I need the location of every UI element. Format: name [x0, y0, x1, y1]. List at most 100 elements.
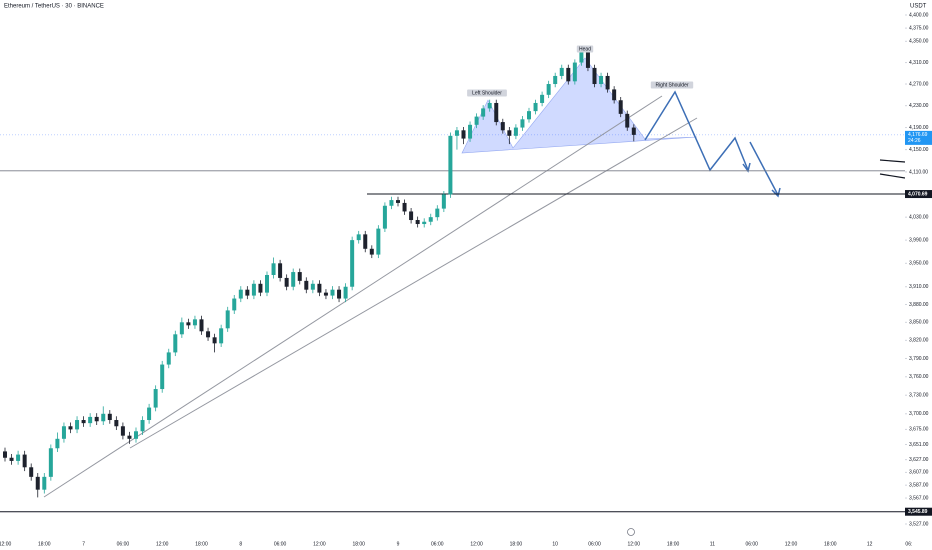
y-tick-label: 4,310.00 — [909, 60, 929, 66]
candle-body — [134, 431, 138, 439]
x-tick-label: 12 — [867, 541, 873, 547]
candle-body — [363, 234, 368, 249]
candle-body — [500, 122, 505, 131]
candle-body — [179, 322, 184, 335]
candle-body — [481, 108, 486, 117]
candle-body — [599, 75, 604, 85]
y-tick-label: 3,627.00 — [909, 457, 929, 463]
y-tick-label: 3,700.00 — [909, 411, 929, 417]
candle-body — [284, 277, 289, 287]
x-tick-label: 06:00 — [431, 541, 444, 547]
y-tick-label: 3,820.00 — [909, 338, 929, 344]
candle-body — [474, 116, 479, 125]
candle-body — [199, 319, 204, 332]
last-price-label: 4,176.69 — [908, 132, 928, 138]
candle-body — [42, 476, 47, 490]
candle-body — [487, 102, 492, 109]
candle-body — [533, 102, 538, 112]
x-tick-label: 7 — [82, 541, 85, 547]
candle-body — [186, 322, 191, 326]
candle-body — [402, 202, 407, 212]
candle-body — [258, 283, 263, 293]
candle-body — [382, 205, 387, 229]
currency-label: USDT — [910, 4, 927, 10]
time-axis — [0, 537, 905, 550]
candle-body — [225, 310, 230, 329]
candle-body — [192, 319, 197, 326]
candle-body — [585, 51, 590, 68]
candle-body — [245, 289, 250, 296]
y-tick-label: 3,567.00 — [909, 495, 929, 501]
x-tick-label: 06:00 — [588, 541, 601, 547]
y-tick-label: 3,790.00 — [909, 356, 929, 362]
trendline — [129, 117, 698, 449]
candle-body — [369, 248, 374, 255]
candle-body — [527, 111, 531, 120]
candle-body — [265, 274, 269, 293]
candle-body — [55, 438, 60, 449]
x-tick-label: 12:00 — [0, 541, 11, 547]
x-tick-label: 06: — [905, 541, 912, 547]
mark-line — [879, 159, 906, 163]
y-tick-label: 4,150.00 — [909, 147, 929, 153]
candle-body — [461, 130, 466, 139]
y-tick-label: 4,230.00 — [909, 103, 929, 109]
candle-body — [81, 420, 86, 424]
candle-body — [553, 75, 558, 85]
candle-body — [232, 298, 237, 311]
candle-body — [48, 448, 53, 477]
candle-body — [75, 420, 80, 430]
candle-body — [94, 416, 99, 422]
price-axis — [905, 0, 932, 550]
x-tick-label: 18:00 — [510, 541, 523, 547]
candle-body — [61, 426, 66, 439]
price-tag — [905, 507, 932, 516]
projection-arrow — [749, 141, 779, 196]
candle-body — [120, 426, 125, 436]
candle-body — [251, 283, 256, 296]
candle-body — [435, 208, 440, 218]
candle-body — [507, 130, 512, 136]
candle-body — [278, 263, 283, 278]
y-tick-label: 3,880.00 — [909, 302, 929, 308]
x-tick-label: 12:00 — [156, 541, 169, 547]
candle-body — [618, 100, 623, 114]
goto-icon[interactable] — [627, 528, 635, 536]
candle-body — [546, 84, 551, 95]
x-tick-label: 11 — [710, 541, 715, 547]
candle-body — [297, 272, 302, 281]
x-tick-label: 12:00 — [628, 541, 641, 547]
candle-body — [29, 467, 34, 477]
y-tick-label: 3,587.00 — [909, 483, 929, 489]
mark-line — [879, 173, 906, 179]
arrow-head — [771, 187, 781, 198]
price-tag-label: 4,070.69 — [908, 191, 928, 197]
y-tick-label: 3,607.00 — [909, 470, 929, 476]
candle-body — [88, 416, 93, 424]
x-tick-label: 12:00 — [313, 541, 326, 547]
y-tick-label: 3,950.00 — [909, 261, 929, 267]
x-tick-label: 8 — [239, 541, 242, 547]
candle-body — [343, 286, 348, 299]
annotation-box — [650, 81, 694, 89]
candle-body — [376, 228, 381, 255]
candle-body — [579, 51, 584, 63]
candle-body — [559, 67, 564, 76]
candle-body — [513, 127, 518, 136]
candle-body — [631, 127, 636, 135]
candle-body — [219, 328, 224, 344]
y-tick-label: 3,760.00 — [909, 374, 929, 380]
candle-body — [9, 457, 14, 461]
x-tick-label: 10 — [552, 541, 558, 547]
y-tick-label: 4,190.00 — [909, 125, 929, 131]
candle-body — [415, 220, 420, 225]
x-tick-label: 18:00 — [195, 541, 208, 547]
candle-body — [35, 476, 40, 490]
price-tag — [905, 190, 932, 199]
x-tick-label: 18:00 — [38, 541, 51, 547]
candle-body — [612, 89, 617, 101]
candle-body — [605, 75, 610, 90]
candle-body — [454, 130, 459, 136]
y-tick-label: 4,030.00 — [909, 214, 929, 220]
